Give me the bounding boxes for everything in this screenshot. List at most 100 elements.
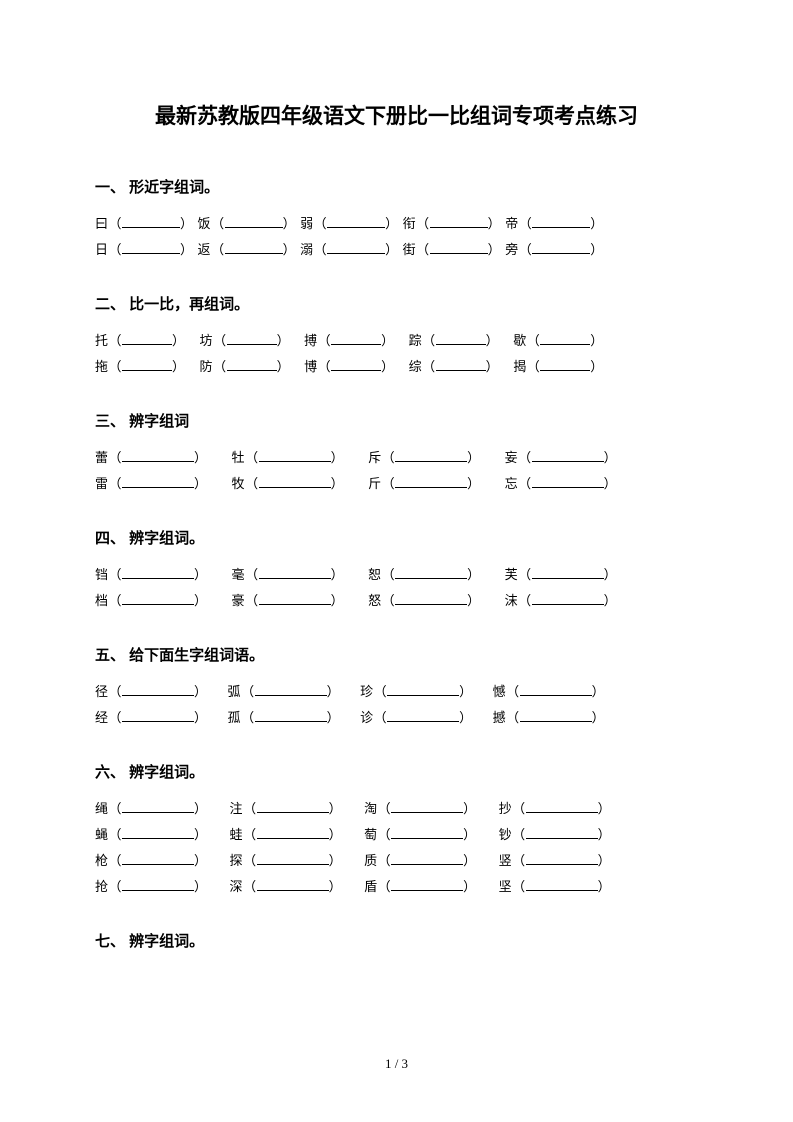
answer-blank [526, 800, 598, 813]
paren-close: ） [331, 567, 345, 582]
exercise-row: 蝇（）蛙（）萄（）钞（） [95, 822, 698, 848]
char-label: 返 [198, 242, 212, 257]
paren-open: （ [527, 359, 541, 374]
char-label: 综 [409, 359, 423, 374]
paren-open: （ [518, 567, 532, 582]
char-label: 坚 [499, 879, 513, 894]
sections-container: 一、 形近字组词。曰（）饭（）弱（）衔（）帝（）日（）返（）溺（）街（）旁（）二… [95, 176, 698, 951]
paren-close: ） [598, 827, 612, 842]
paren-open: （ [109, 684, 123, 699]
paren-open: （ [382, 593, 396, 608]
paren-open: （ [378, 801, 392, 816]
paren-close: ） [488, 242, 502, 257]
paren-open: （ [374, 684, 388, 699]
paren-close: ） [194, 853, 208, 868]
char-label: 日 [95, 242, 109, 257]
char-label: 探 [230, 853, 244, 868]
paren-open: （ [518, 593, 532, 608]
paren-close: ） [590, 242, 604, 257]
char-label: 防 [200, 359, 214, 374]
paren-close: ） [194, 827, 208, 842]
exercise-row: 雷（）牧（）斤（）忘（） [95, 471, 698, 497]
exercise-row: 枪（）探（）质（）竖（） [95, 848, 698, 874]
answer-blank [526, 878, 598, 891]
paren-close: ） [598, 801, 612, 816]
paren-close: ） [277, 359, 291, 374]
paren-close: ） [590, 359, 604, 374]
exercise-row: 径（）弧（）珍（）憾（） [95, 679, 698, 705]
paren-open: （ [512, 801, 526, 816]
char-label: 牡 [232, 450, 246, 465]
char-label: 牧 [232, 476, 246, 491]
paren-open: （ [422, 359, 436, 374]
char-label: 抢 [95, 879, 109, 894]
paren-open: （ [382, 567, 396, 582]
exercise-row: 档（）豪（）怒（）沫（） [95, 588, 698, 614]
paren-close: ） [329, 853, 343, 868]
paren-close: ） [604, 450, 618, 465]
paren-close: ） [463, 853, 477, 868]
char-label: 搏 [304, 333, 318, 348]
answer-blank [532, 475, 604, 488]
paren-close: ） [598, 853, 612, 868]
char-label: 竖 [499, 853, 513, 868]
paren-open: （ [506, 710, 520, 725]
answer-blank [122, 878, 194, 891]
char-label: 档 [95, 593, 109, 608]
exercise-row: 蕾（）牡（）斥（）妄（） [95, 445, 698, 471]
paren-open: （ [314, 216, 328, 231]
section-heading: 七、 辨字组词。 [95, 930, 698, 951]
char-label: 萄 [364, 827, 378, 842]
paren-close: ） [194, 476, 208, 491]
answer-blank [122, 852, 194, 865]
answer-blank [122, 241, 180, 254]
char-label: 歇 [513, 333, 527, 348]
answer-blank [255, 709, 327, 722]
answer-blank [540, 332, 590, 345]
paren-open: （ [109, 827, 123, 842]
answer-blank [520, 683, 592, 696]
answer-blank [122, 475, 194, 488]
paren-close: ） [194, 567, 208, 582]
paren-open: （ [213, 359, 227, 374]
paren-open: （ [422, 333, 436, 348]
paren-close: ） [385, 216, 399, 231]
char-label: 怒 [368, 593, 382, 608]
char-label: 溺 [300, 242, 314, 257]
answer-blank [532, 215, 590, 228]
char-label: 坊 [200, 333, 214, 348]
answer-blank [391, 852, 463, 865]
answer-blank [331, 332, 381, 345]
answer-blank [255, 683, 327, 696]
paren-open: （ [527, 333, 541, 348]
char-label: 芙 [505, 567, 519, 582]
answer-blank [430, 215, 488, 228]
char-label: 质 [364, 853, 378, 868]
paren-close: ） [329, 827, 343, 842]
paren-close: ） [604, 593, 618, 608]
paren-close: ） [459, 710, 473, 725]
answer-blank [436, 332, 486, 345]
char-label: 蝇 [95, 827, 109, 842]
paren-open: （ [245, 567, 259, 582]
answer-blank [122, 566, 194, 579]
paren-close: ） [467, 593, 481, 608]
paren-open: （ [512, 853, 526, 868]
paren-close: ） [180, 242, 194, 257]
paren-close: ） [592, 684, 606, 699]
answer-blank [225, 241, 283, 254]
char-label: 憾 [493, 684, 507, 699]
answer-blank [122, 358, 172, 371]
paren-open: （ [109, 359, 123, 374]
char-label: 淘 [364, 801, 378, 816]
paren-close: ） [194, 710, 208, 725]
paren-open: （ [213, 333, 227, 348]
paren-close: ） [329, 801, 343, 816]
paren-open: （ [241, 710, 255, 725]
paren-open: （ [109, 801, 123, 816]
exercise-row: 绳（）注（）淘（）抄（） [95, 796, 698, 822]
answer-blank [327, 241, 385, 254]
paren-close: ） [194, 879, 208, 894]
answer-blank [327, 215, 385, 228]
paren-open: （ [243, 879, 257, 894]
